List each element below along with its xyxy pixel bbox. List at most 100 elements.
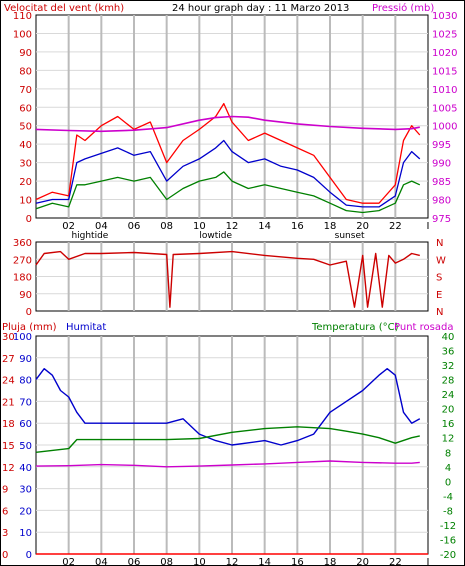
series-wind-low: [35, 171, 421, 214]
rain-tick-6: 6: [2, 506, 8, 517]
series-wind-direction: [35, 250, 420, 308]
wind-tick-110: 110: [13, 11, 32, 22]
series-wind-average: [35, 139, 421, 208]
wind-xtick-20: 20: [356, 221, 369, 232]
pressure-tick-1005: 1005: [432, 103, 457, 114]
wind-xtick-12: 12: [226, 221, 239, 232]
wind-tick-0: 0: [26, 214, 32, 225]
compass-label-2-s: S: [436, 273, 442, 284]
wind-tick-90: 90: [19, 48, 32, 59]
hum-xtick-12: 12: [226, 557, 239, 566]
humidity-tick-20: 20: [19, 506, 32, 517]
humidity-tick-10: 10: [19, 528, 32, 539]
series-layer: [35, 102, 428, 555]
compass-label-0-n: N: [436, 238, 443, 249]
dir-tick-90: 90: [19, 290, 32, 301]
temp-tick--16: -16: [440, 535, 456, 546]
wind-tick-10: 10: [19, 196, 32, 207]
rain-tick-21: 21: [2, 397, 15, 408]
wind-tick-30: 30: [19, 159, 32, 170]
rain-tick-9: 9: [2, 485, 8, 496]
grid-layer: [36, 15, 428, 554]
pressure-tick-980: 980: [432, 196, 451, 207]
series-pressi-mb-: [35, 115, 420, 133]
dewpoint-axis-label: Punt rosada: [394, 322, 453, 333]
rain-tick-3: 3: [2, 528, 8, 539]
wind-xtick-22: 22: [389, 221, 402, 232]
hum-xtick-14: 14: [258, 557, 271, 566]
lowtide-annotation: lowtide: [199, 231, 232, 241]
wind-xtick-I: I: [427, 221, 430, 232]
hum-xtick-20: 20: [356, 557, 369, 566]
pressure-axis-label: Pressió (mb): [372, 2, 434, 14]
hum-xtick-16: 16: [291, 557, 304, 566]
series-humitat: [35, 368, 421, 446]
pressure-tick-1020: 1020: [432, 48, 457, 59]
humidity-tick-40: 40: [19, 463, 32, 474]
pressure-tick-985: 985: [432, 177, 451, 188]
temperature-axis-label: Temperatura (°C): [311, 322, 399, 333]
temp-tick--4: -4: [443, 492, 453, 503]
wind-xtick-06: 06: [128, 221, 141, 232]
dir-tick-360: 360: [13, 238, 32, 249]
temp-tick-12: 12: [442, 434, 455, 445]
hum-xtick-18: 18: [324, 557, 337, 566]
temp-tick-32: 32: [442, 361, 455, 372]
series-temperatura-c-: [35, 426, 420, 453]
temp-tick--12: -12: [440, 521, 456, 532]
temp-tick-20: 20: [442, 405, 455, 416]
pressure-tick-1025: 1025: [432, 29, 457, 40]
hum-xtick-08: 08: [160, 557, 173, 566]
temp-tick-24: 24: [442, 390, 455, 401]
pressure-tick-995: 995: [432, 140, 451, 151]
humidity-tick-70: 70: [19, 397, 32, 408]
wind-tick-40: 40: [19, 140, 32, 151]
wind-xtick-08: 08: [160, 221, 173, 232]
pressure-tick-1015: 1015: [432, 66, 457, 77]
humidity-tick-80: 80: [19, 376, 32, 387]
humidity-tick-60: 60: [19, 419, 32, 430]
wind-xtick-18: 18: [324, 221, 337, 232]
rain-tick-18: 18: [2, 419, 15, 430]
compass-label-4-n: N: [436, 307, 443, 318]
humidity-tick-30: 30: [19, 485, 32, 496]
pressure-tick-1030: 1030: [432, 11, 457, 22]
humidity-tick-90: 90: [19, 354, 32, 365]
dir-tick-180: 180: [13, 273, 32, 284]
wind-xtick-16: 16: [291, 221, 304, 232]
series-velocitat-del-vent-kmh-: [35, 102, 421, 204]
wind-tick-60: 60: [19, 103, 32, 114]
hum-xtick-06: 06: [128, 557, 141, 566]
rain-tick-0: 0: [2, 550, 8, 561]
temp-tick--8: -8: [443, 506, 453, 517]
hum-xtick-I: I: [427, 557, 430, 566]
wind-xtick-10: 10: [193, 221, 206, 232]
wind-tick-20: 20: [19, 177, 32, 188]
temp-tick-28: 28: [442, 376, 455, 387]
temp-tick-0: 0: [445, 477, 451, 488]
wind-axis-label: Velocitat del vent (kmh): [4, 3, 124, 14]
temp-tick--20: -20: [440, 550, 456, 561]
sunset-annotation: sunset: [335, 231, 365, 241]
rain-tick-12: 12: [2, 463, 15, 474]
wind-xtick-14: 14: [258, 221, 271, 232]
compass-label-3-e: E: [436, 290, 442, 301]
humidity-axis-label: Humitat: [66, 322, 106, 333]
wind-xtick-02: 02: [62, 221, 75, 232]
dir-tick-270: 270: [13, 255, 32, 266]
compass-label-1-w: W: [436, 255, 446, 266]
humidity-tick-50: 50: [19, 441, 32, 452]
hum-xtick-22: 22: [389, 557, 402, 566]
rain-tick-27: 27: [2, 354, 15, 365]
pressure-tick-975: 975: [432, 214, 451, 225]
humidity-tick-100: 100: [13, 332, 32, 343]
temp-tick-36: 36: [442, 347, 455, 358]
temp-tick-4: 4: [445, 463, 451, 474]
rain-tick-30: 30: [2, 332, 15, 343]
rain-tick-24: 24: [2, 376, 15, 387]
wind-tick-80: 80: [19, 66, 32, 77]
temp-tick-16: 16: [442, 419, 455, 430]
pressure-tick-1010: 1010: [432, 85, 457, 96]
hum-xtick-02: 02: [62, 557, 75, 566]
